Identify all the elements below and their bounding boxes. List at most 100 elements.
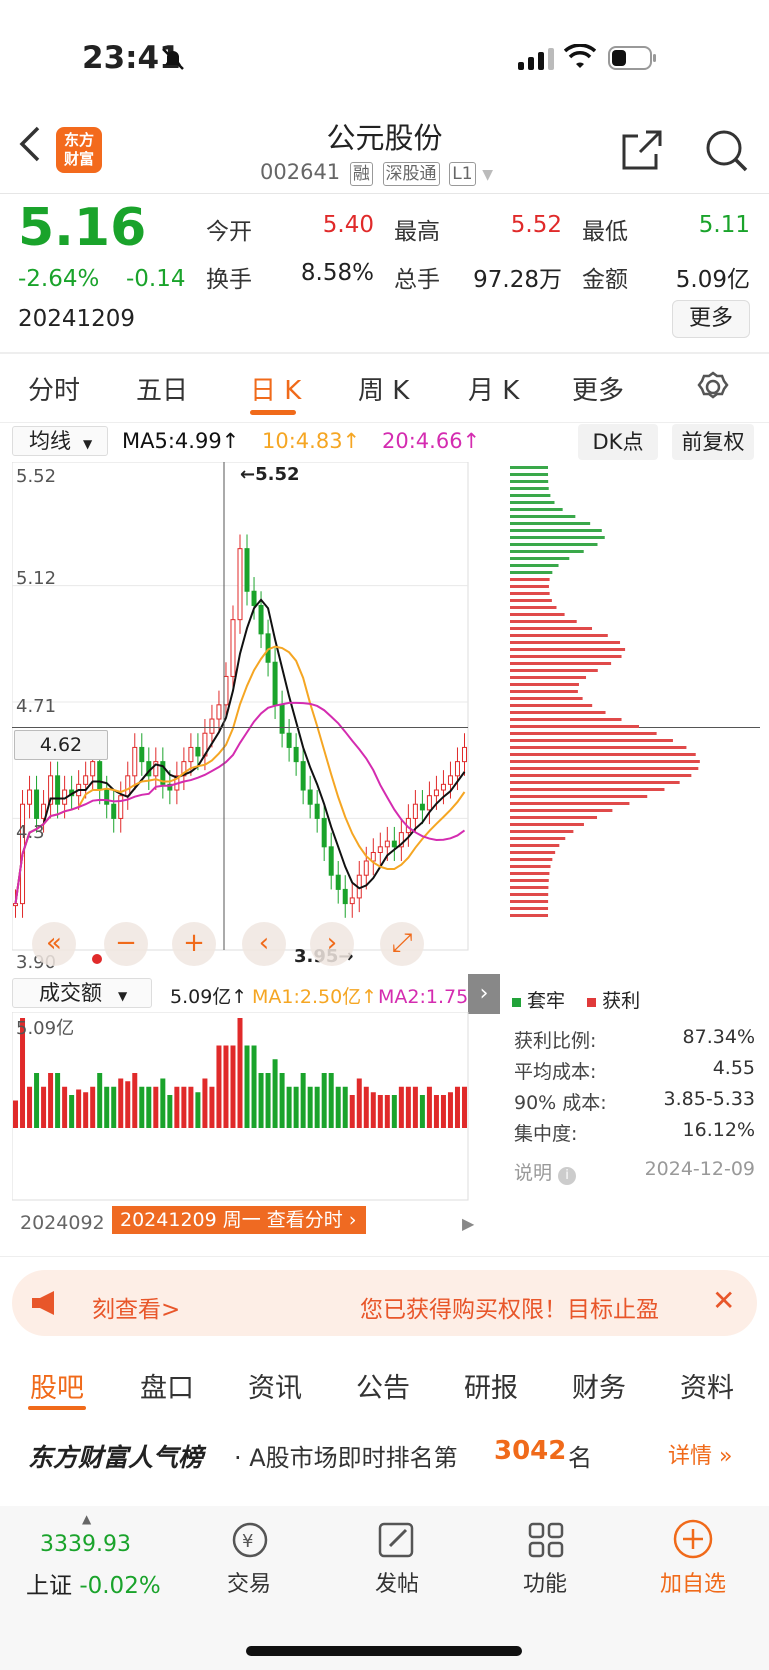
volume-bar bbox=[118, 1078, 124, 1128]
rank-brand: 东方财富人气榜 bbox=[28, 1443, 204, 1472]
chip-distribution-chart bbox=[510, 466, 760, 917]
caret-down-icon[interactable]: ▼ bbox=[482, 167, 493, 183]
chip-bar bbox=[510, 767, 699, 770]
candle-body bbox=[27, 789, 33, 805]
index-value[interactable]: 3339.93 bbox=[40, 1532, 131, 1557]
tab-profile[interactable]: 资料 bbox=[680, 1373, 734, 1404]
tab-daily-k[interactable]: 日 K bbox=[250, 376, 302, 406]
scroll-left-button[interactable]: ‹ bbox=[242, 922, 286, 966]
view-intraday-button[interactable]: 20241209 周一 查看分时 › bbox=[112, 1206, 366, 1234]
chip-note[interactable]: 说明 i bbox=[514, 1158, 577, 1185]
volume-bar bbox=[132, 1073, 138, 1128]
settings-gear-icon[interactable] bbox=[696, 370, 730, 408]
chip-bar bbox=[510, 627, 593, 630]
dk-point-button[interactable]: DK点 bbox=[578, 424, 658, 460]
indicator-select[interactable]: 均线 ▼ bbox=[12, 426, 108, 456]
promo-banner[interactable] bbox=[12, 1270, 757, 1336]
chip-bar bbox=[510, 578, 550, 581]
x-axis-start: 2024092 bbox=[20, 1212, 105, 1234]
post-icon[interactable] bbox=[376, 1520, 416, 1564]
function-label[interactable]: 功能 bbox=[522, 1572, 567, 1597]
popularity-rank-row[interactable]: 东方财富人气榜 · A股市场即时排名第 3042 名 详情 » bbox=[0, 1416, 769, 1490]
change-abs: -0.14 bbox=[126, 266, 186, 292]
play-icon[interactable]: ▶ bbox=[462, 1214, 475, 1233]
tab-monthly-k[interactable]: 月 K bbox=[468, 376, 520, 406]
info-icon: i bbox=[558, 1167, 577, 1185]
ma5-line bbox=[14, 598, 466, 904]
volume-bar bbox=[321, 1073, 327, 1128]
collapse-panel-button[interactable]: › bbox=[468, 974, 500, 1014]
chip-bar bbox=[510, 760, 700, 763]
volume-label: 总手 bbox=[394, 267, 440, 293]
volume-indicator-select[interactable]: 成交额 ▼ bbox=[12, 978, 152, 1008]
ma20-line bbox=[14, 701, 466, 904]
adjust-button[interactable]: 前复权 bbox=[672, 424, 754, 460]
volume-bar bbox=[125, 1081, 131, 1128]
volume-bar bbox=[216, 1045, 222, 1128]
post-label[interactable]: 发帖 bbox=[374, 1572, 419, 1597]
zoom-out-button[interactable]: − bbox=[104, 922, 148, 966]
volume-bar bbox=[251, 1045, 257, 1128]
candle-body bbox=[48, 775, 54, 805]
rank-suffix: 名 bbox=[568, 1444, 592, 1472]
tag-level: L1 bbox=[449, 162, 476, 186]
tab-weekly-k[interactable]: 周 K bbox=[358, 376, 410, 406]
candle-body bbox=[216, 704, 222, 720]
logo-text: 东方财富 bbox=[64, 131, 95, 168]
low-label: 最低 bbox=[582, 219, 628, 245]
candle-body bbox=[370, 851, 376, 862]
ma10-line bbox=[14, 645, 466, 904]
candle-body bbox=[223, 675, 229, 706]
volume-bar bbox=[272, 1059, 278, 1128]
candle-body bbox=[97, 761, 103, 791]
scroll-right-button[interactable]: › bbox=[310, 922, 354, 966]
chip-bar bbox=[510, 480, 549, 483]
chip-bar bbox=[510, 774, 692, 777]
tab-guba[interactable]: 股吧 bbox=[30, 1373, 84, 1404]
add-watchlist-icon[interactable] bbox=[672, 1518, 714, 1564]
tab-research[interactable]: 研报 bbox=[464, 1373, 518, 1404]
chip-bar bbox=[510, 662, 612, 665]
fullscreen-button[interactable]: ⤢ bbox=[380, 922, 424, 966]
chip-bar bbox=[510, 690, 578, 693]
candle-body bbox=[433, 789, 439, 797]
chip-stat-label: 获利比例: bbox=[514, 1030, 597, 1052]
rank-detail-link[interactable]: 详情 » bbox=[668, 1444, 733, 1469]
tab-intraday[interactable]: 分时 bbox=[28, 376, 81, 406]
candle-body bbox=[377, 846, 383, 853]
function-icon[interactable] bbox=[526, 1520, 566, 1564]
candlestick-chart[interactable] bbox=[12, 462, 502, 970]
back-icon[interactable] bbox=[18, 124, 42, 168]
volume-bar bbox=[111, 1086, 117, 1128]
tab-pankou[interactable]: 盘口 bbox=[140, 1373, 194, 1404]
share-icon[interactable] bbox=[620, 128, 664, 176]
trade-label[interactable]: 交易 bbox=[226, 1572, 271, 1597]
tab-news[interactable]: 资讯 bbox=[248, 1373, 302, 1404]
chip-bar bbox=[510, 886, 549, 889]
chip-date: 2024-12-09 bbox=[644, 1158, 755, 1180]
tab-finance[interactable]: 财务 bbox=[572, 1373, 626, 1404]
candle-body bbox=[412, 803, 418, 819]
chip-bar bbox=[510, 816, 598, 819]
chip-bar bbox=[510, 501, 555, 504]
volume-select-label: 成交额 bbox=[39, 981, 102, 1005]
volume-bar bbox=[335, 1086, 341, 1128]
zoom-in-button[interactable]: + bbox=[172, 922, 216, 966]
chip-bar bbox=[510, 529, 602, 532]
caret-down-icon: ▼ bbox=[83, 437, 93, 451]
index-row[interactable]: 上证 -0.02% bbox=[26, 1566, 161, 1600]
tab-more[interactable]: 更多 bbox=[572, 376, 625, 406]
scroll-left-fast-button[interactable]: « bbox=[32, 922, 76, 966]
volume-frame bbox=[12, 1012, 469, 1201]
more-button[interactable]: 更多 bbox=[672, 300, 750, 338]
megaphone-icon bbox=[30, 1289, 62, 1321]
search-icon[interactable] bbox=[704, 128, 750, 178]
tab-five-day[interactable]: 五日 bbox=[136, 376, 189, 406]
tab-announce[interactable]: 公告 bbox=[356, 1373, 410, 1404]
volume-bar bbox=[293, 1086, 299, 1128]
add-watchlist-label[interactable]: 加自选 bbox=[659, 1572, 726, 1597]
close-icon[interactable]: ✕ bbox=[712, 1284, 736, 1317]
trade-icon[interactable]: ¥ bbox=[228, 1520, 272, 1564]
candle-body bbox=[398, 832, 404, 848]
